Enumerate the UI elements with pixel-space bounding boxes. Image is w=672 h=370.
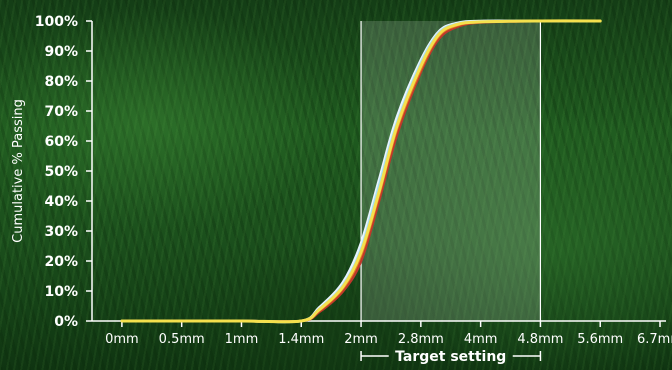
target-setting-indicator: Target setting — [360, 349, 542, 365]
series-line-5 — [120, 19, 602, 324]
y-tick-label: 60% — [44, 134, 78, 150]
y-tick-label: 20% — [44, 254, 78, 270]
target-band-layer — [360, 21, 542, 321]
y-tick-label: 10% — [44, 284, 78, 300]
x-tick-label: 1mm — [225, 332, 259, 347]
x-tick-label: 4.8mm — [517, 332, 563, 347]
target-band — [361, 21, 541, 321]
x-tick-label: 2.8mm — [398, 332, 444, 347]
y-tick-label: 0% — [54, 314, 78, 330]
y-tick-label: 40% — [44, 194, 78, 210]
x-tick-label: 4mm — [464, 332, 498, 347]
y-tick-label: 30% — [44, 224, 78, 240]
y-tick-label: 70% — [44, 104, 78, 120]
x-tick-label: 1.4mm — [278, 332, 324, 347]
series-layer — [120, 19, 602, 324]
x-tick-label: 0.5mm — [159, 332, 205, 347]
x-tick-label: 2mm — [344, 332, 378, 347]
y-tick-label: 50% — [44, 164, 78, 180]
x-tick-label: 0mm — [105, 332, 139, 347]
target-setting-label: Target setting — [395, 349, 506, 365]
y-tick-label: 100% — [35, 14, 78, 30]
y-axis-title: Cumulative % Passing — [11, 99, 26, 243]
y-tick-label: 90% — [44, 44, 78, 60]
axis-layer: 0% 10% 20% 30% 40% 50% 60% 70% 80% 90% 100% 0mm 0.5m… — [35, 14, 672, 347]
x-tick-label: 6.7mm — [637, 332, 672, 347]
y-tick-label: 80% — [44, 74, 78, 90]
x-tick-label: 5.6mm — [577, 332, 623, 347]
